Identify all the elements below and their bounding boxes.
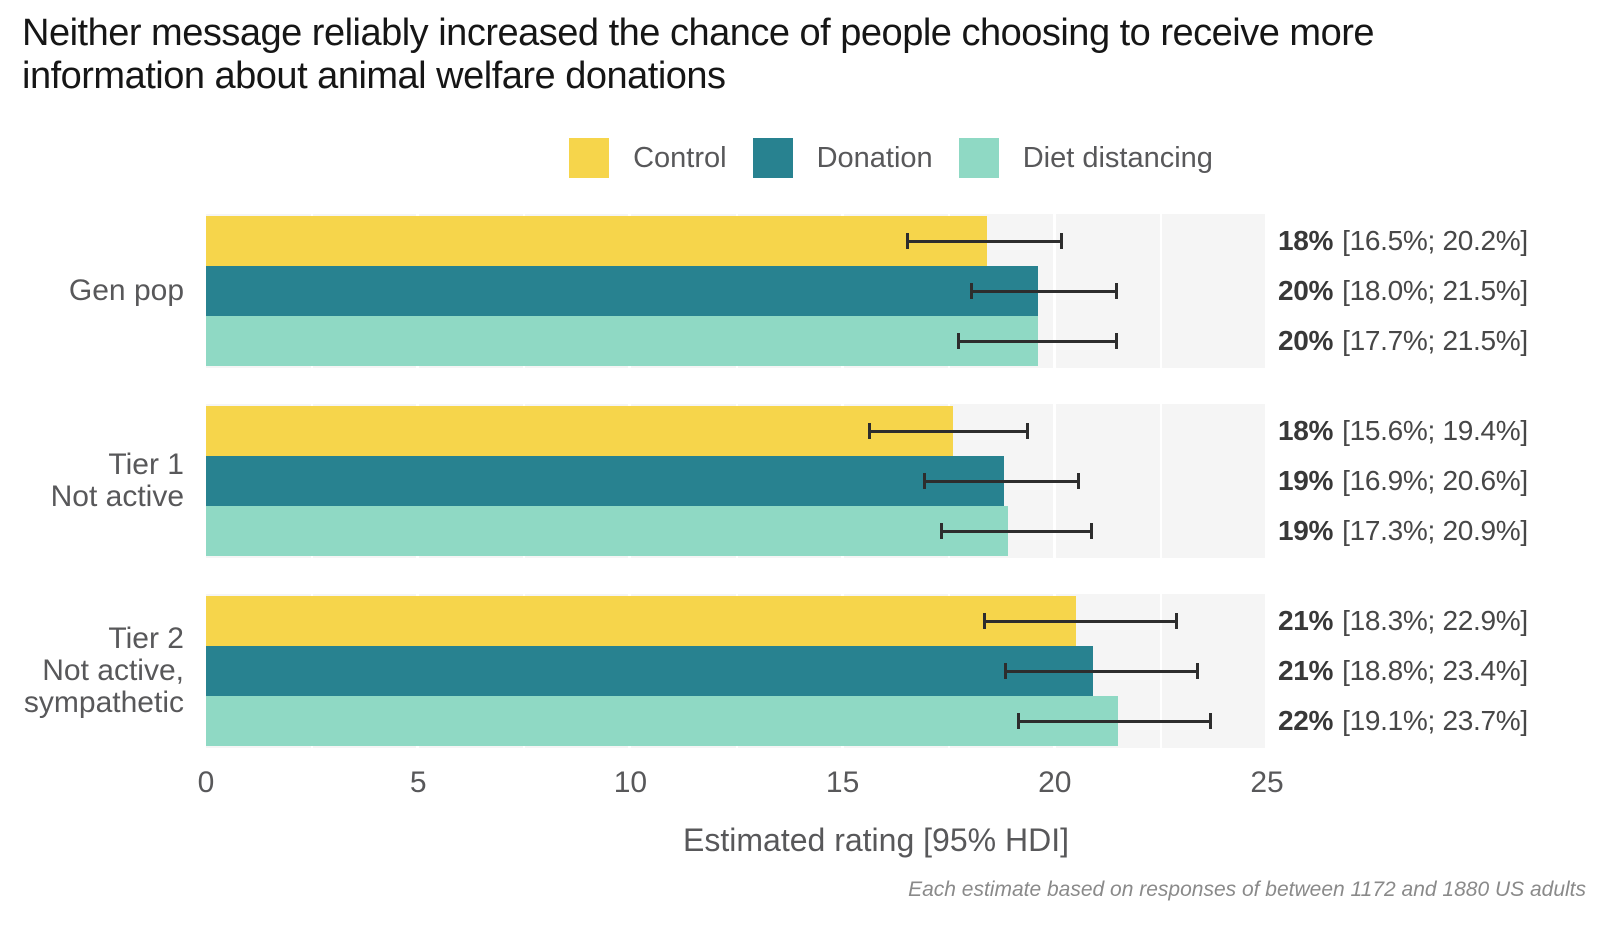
error-bar-line — [985, 619, 1175, 623]
legend-item-diet-distancing: Diet distancing — [958, 138, 1213, 178]
error-bar — [923, 473, 1081, 489]
legend: Control Donation Diet distancing — [206, 136, 1576, 180]
value-label-hdi-range: [16.5%; 20.2%] — [1342, 225, 1528, 256]
value-label: 19% [17.3%; 20.9%] — [1278, 506, 1568, 556]
x-tick-label: 10 — [613, 766, 648, 799]
category-label: Gen pop — [68, 274, 184, 307]
value-label-estimate: 19% — [1278, 465, 1334, 496]
value-label: 18% [16.5%; 20.2%] — [1278, 216, 1568, 266]
bar-row — [206, 456, 1267, 506]
legend-label: Donation — [816, 141, 933, 174]
gridline-major — [1265, 214, 1268, 368]
value-label-estimate: 21% — [1278, 605, 1334, 636]
value-label-estimate: 21% — [1278, 655, 1334, 686]
value-label: 20% [17.7%; 21.5%] — [1278, 316, 1568, 366]
legend-label: Control — [633, 141, 727, 174]
value-label-hdi-range: [18.3%; 22.9%] — [1342, 605, 1528, 636]
error-bar — [1003, 663, 1200, 679]
value-label-estimate: 22% — [1278, 705, 1334, 736]
value-label-estimate: 18% — [1278, 225, 1334, 256]
legend-item-donation: Donation — [752, 138, 933, 178]
value-label-hdi-range: [17.3%; 20.9%] — [1342, 515, 1528, 546]
value-label-estimate: 20% — [1278, 275, 1334, 306]
error-bar — [940, 523, 1093, 539]
bar-control — [206, 216, 987, 266]
legend-item-control: Control — [569, 138, 727, 178]
bar-row — [206, 266, 1267, 316]
value-label: 20% [18.0%; 21.5%] — [1278, 266, 1568, 316]
category-label: Tier 1 Not active — [50, 448, 184, 513]
error-bar — [868, 423, 1030, 439]
error-bar — [1016, 713, 1212, 729]
value-label: 21% [18.8%; 23.4%] — [1278, 646, 1568, 696]
facet-panel — [206, 404, 1268, 558]
facet-panel — [206, 594, 1268, 748]
bar-diet-distancing — [206, 696, 1119, 746]
bar-row — [206, 506, 1267, 556]
diet-distancing-swatch-icon — [958, 138, 999, 178]
x-tick-label: 5 — [409, 766, 427, 799]
error-bar-line — [1019, 719, 1209, 723]
bar-control — [206, 406, 953, 456]
chart-title: Neither message reliably increased the c… — [22, 12, 1375, 97]
bar-row — [206, 696, 1267, 746]
value-label-hdi-range: [18.8%; 23.4%] — [1342, 655, 1528, 686]
error-bar-line — [909, 239, 1061, 243]
bar-donation — [206, 646, 1093, 696]
value-label-hdi-range: [19.1%; 23.7%] — [1342, 705, 1528, 736]
value-label: 19% [16.9%; 20.6%] — [1278, 456, 1568, 506]
bar-diet-distancing — [206, 316, 1038, 366]
bar-control — [206, 596, 1077, 646]
error-bar — [982, 613, 1178, 629]
bar-diet-distancing — [206, 506, 1009, 556]
chart-caption: Each estimate based on responses of betw… — [908, 878, 1586, 901]
value-label-estimate: 19% — [1278, 515, 1334, 546]
value-label: 22% [19.1%; 23.7%] — [1278, 696, 1568, 746]
error-bar-line — [943, 529, 1090, 533]
category-label: Tier 2 Not active, sympathetic — [23, 622, 184, 719]
facet-panel — [206, 214, 1268, 368]
value-label-hdi-range: [18.0%; 21.5%] — [1342, 275, 1528, 306]
legend-label: Diet distancing — [1022, 141, 1213, 174]
x-tick-label: 20 — [1038, 766, 1072, 799]
error-bar-line — [972, 289, 1116, 293]
x-tick-label: 25 — [1250, 766, 1284, 799]
x-axis-label: Estimated rating [95% HDI] — [683, 822, 1069, 858]
bar-donation — [206, 266, 1038, 316]
gridline-major — [1265, 594, 1268, 748]
value-label-estimate: 18% — [1278, 415, 1334, 446]
x-tick-label: 0 — [197, 766, 215, 799]
bar-row — [206, 646, 1267, 696]
value-label-estimate: 20% — [1278, 325, 1334, 356]
donation-swatch-icon — [752, 138, 793, 178]
value-label-hdi-range: [15.6%; 19.4%] — [1342, 415, 1528, 446]
bar-donation — [206, 456, 1004, 506]
bar-row — [206, 216, 1267, 266]
bar-row — [206, 406, 1267, 456]
value-label: 21% [18.3%; 22.9%] — [1278, 596, 1568, 646]
error-bar — [957, 333, 1119, 349]
bar-row — [206, 596, 1267, 646]
gridline-major — [1265, 404, 1268, 558]
control-swatch-icon — [569, 138, 610, 178]
value-label: 18% [15.6%; 19.4%] — [1278, 406, 1568, 456]
error-bar-line — [871, 429, 1027, 433]
error-bar-line — [926, 479, 1078, 483]
bar-row — [206, 316, 1267, 366]
value-label-hdi-range: [17.7%; 21.5%] — [1342, 325, 1528, 356]
error-bar-line — [960, 339, 1116, 343]
error-bar-line — [1006, 669, 1197, 673]
gridline-minor — [1159, 214, 1162, 368]
error-bar — [969, 283, 1119, 299]
gridline-minor — [1159, 404, 1162, 558]
error-bar — [906, 233, 1064, 249]
x-tick-label: 15 — [825, 766, 860, 799]
value-label-hdi-range: [16.9%; 20.6%] — [1342, 465, 1528, 496]
